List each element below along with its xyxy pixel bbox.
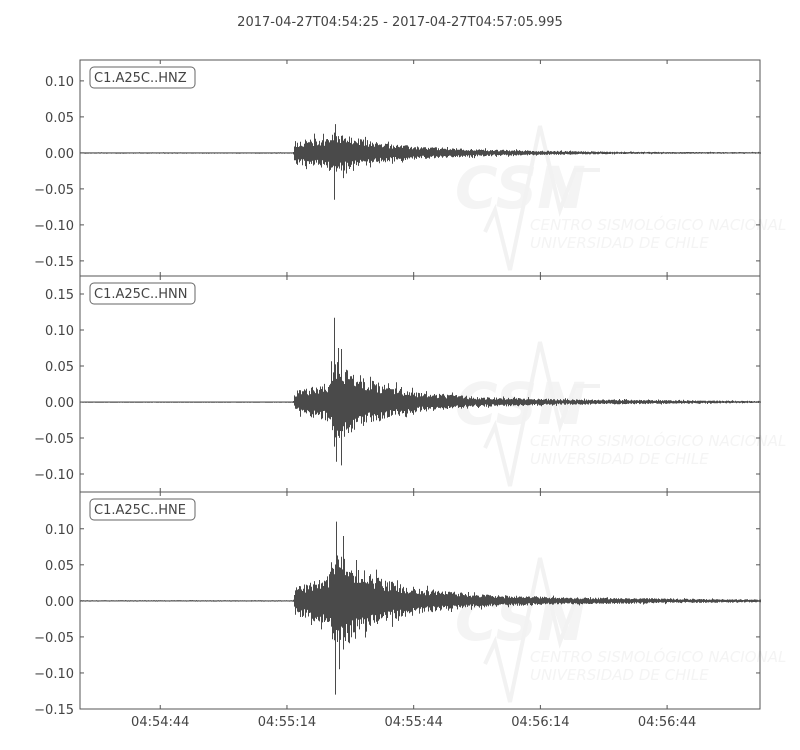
svg-text:CENTRO SISMOLÓGICO NACIONAL: CENTRO SISMOLÓGICO NACIONAL [530, 215, 786, 234]
y-tick-label: 0.00 [45, 147, 74, 162]
channel-label: C1.A25C..HNE [89, 498, 196, 521]
svg-text:UNIVERSIDAD DE CHILE: UNIVERSIDAD DE CHILE [530, 450, 709, 468]
y-tick-label: −0.10 [34, 468, 74, 483]
x-tick-label: 04:54:44 [131, 715, 189, 730]
y-tick-label: 0.05 [45, 360, 74, 375]
y-tick-label: 0.10 [45, 523, 74, 538]
svg-text:UNIVERSIDAD DE CHILE: UNIVERSIDAD DE CHILE [530, 666, 709, 684]
y-tick-label: −0.05 [34, 631, 74, 646]
y-tick-label: 0.15 [45, 288, 74, 303]
channel-label-text: C1.A25C..HNE [94, 503, 186, 518]
channel-label-text: C1.A25C..HNZ [94, 71, 187, 86]
channel-label: C1.A25C..HNN [89, 282, 196, 305]
y-tick-label: 0.10 [45, 324, 74, 339]
y-tick-label: −0.10 [34, 219, 74, 234]
y-tick-label: 0.05 [45, 559, 74, 574]
y-tick-label: −0.10 [34, 667, 74, 682]
svg-text:UNIVERSIDAD DE CHILE: UNIVERSIDAD DE CHILE [530, 234, 709, 252]
svg-text:CENTRO SISMOLÓGICO NACIONAL: CENTRO SISMOLÓGICO NACIONAL [530, 431, 786, 450]
y-tick-label: −0.05 [34, 183, 74, 198]
waveform-trace [80, 124, 761, 200]
channel-label: C1.A25C..HNZ [89, 66, 196, 89]
x-tick-label: 04:56:44 [638, 715, 696, 730]
y-tick-label: 0.00 [45, 396, 74, 411]
y-tick-label: −0.05 [34, 432, 74, 447]
y-tick-label: −0.15 [34, 703, 74, 718]
x-tick-label: 04:55:14 [258, 715, 316, 730]
channel-label-text: C1.A25C..HNN [94, 287, 187, 302]
y-tick-label: 0.00 [45, 595, 74, 610]
x-tick-label: 04:56:14 [511, 715, 569, 730]
y-tick-label: 0.10 [45, 75, 74, 90]
y-tick-label: −0.15 [34, 255, 74, 270]
y-tick-label: 0.05 [45, 111, 74, 126]
svg-text:CENTRO SISMOLÓGICO NACIONAL: CENTRO SISMOLÓGICO NACIONAL [530, 647, 786, 666]
figure-title: 2017-04-27T04:54:25 - 2017-04-27T04:57:0… [237, 15, 563, 30]
x-tick-label: 04:55:44 [384, 715, 442, 730]
